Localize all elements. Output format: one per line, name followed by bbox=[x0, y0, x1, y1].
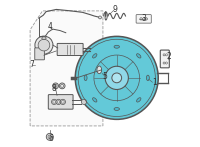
Circle shape bbox=[99, 16, 101, 19]
Text: 8: 8 bbox=[52, 83, 57, 93]
Ellipse shape bbox=[42, 37, 46, 39]
Circle shape bbox=[52, 99, 57, 105]
Circle shape bbox=[105, 66, 128, 90]
Circle shape bbox=[60, 99, 65, 105]
Circle shape bbox=[163, 62, 165, 64]
Circle shape bbox=[53, 101, 55, 103]
Circle shape bbox=[35, 36, 53, 54]
Ellipse shape bbox=[93, 98, 97, 102]
Circle shape bbox=[81, 99, 87, 105]
Text: 6: 6 bbox=[49, 134, 54, 143]
Circle shape bbox=[53, 83, 59, 89]
FancyBboxPatch shape bbox=[160, 50, 169, 68]
FancyBboxPatch shape bbox=[136, 15, 151, 23]
Ellipse shape bbox=[114, 45, 119, 48]
Circle shape bbox=[140, 18, 142, 20]
Circle shape bbox=[62, 101, 64, 103]
Circle shape bbox=[57, 101, 60, 103]
Circle shape bbox=[59, 83, 65, 89]
Text: 9: 9 bbox=[112, 5, 117, 14]
Text: 7: 7 bbox=[29, 60, 34, 69]
Circle shape bbox=[163, 54, 165, 56]
Circle shape bbox=[56, 99, 61, 105]
Polygon shape bbox=[30, 11, 103, 126]
Circle shape bbox=[48, 135, 52, 139]
Ellipse shape bbox=[84, 75, 87, 81]
Ellipse shape bbox=[137, 98, 141, 102]
Text: 3: 3 bbox=[141, 14, 146, 23]
FancyBboxPatch shape bbox=[35, 48, 44, 60]
Circle shape bbox=[46, 133, 53, 140]
Ellipse shape bbox=[137, 54, 141, 58]
Ellipse shape bbox=[114, 108, 119, 110]
Ellipse shape bbox=[97, 66, 102, 74]
Circle shape bbox=[165, 62, 167, 64]
FancyBboxPatch shape bbox=[48, 95, 73, 109]
Circle shape bbox=[112, 73, 122, 83]
Text: 1: 1 bbox=[152, 78, 157, 87]
Text: 4: 4 bbox=[47, 22, 52, 31]
Ellipse shape bbox=[93, 54, 97, 58]
Circle shape bbox=[54, 84, 57, 87]
Circle shape bbox=[165, 54, 167, 56]
Circle shape bbox=[145, 18, 147, 20]
FancyBboxPatch shape bbox=[57, 43, 83, 56]
Circle shape bbox=[38, 39, 50, 51]
Text: 5: 5 bbox=[103, 72, 108, 81]
Text: 2: 2 bbox=[167, 52, 172, 61]
Circle shape bbox=[75, 36, 158, 119]
Circle shape bbox=[143, 18, 145, 20]
Circle shape bbox=[61, 84, 64, 87]
Ellipse shape bbox=[146, 75, 149, 81]
